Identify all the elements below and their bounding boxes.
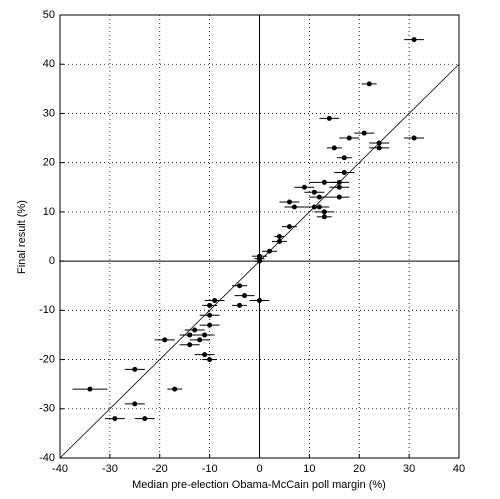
point: [237, 302, 243, 308]
x-tick-label: -40: [52, 463, 68, 475]
point: [242, 293, 248, 299]
point: [301, 184, 307, 190]
point: [197, 337, 203, 343]
point: [132, 366, 138, 372]
x-tick-label: 10: [303, 463, 315, 475]
point: [376, 145, 382, 151]
point: [411, 37, 417, 43]
point: [286, 199, 292, 205]
point: [286, 224, 292, 230]
point: [341, 155, 347, 161]
y-tick-label: 40: [43, 58, 55, 70]
y-tick-label: 20: [43, 157, 55, 169]
point: [326, 115, 332, 121]
point: [266, 248, 272, 254]
point: [311, 189, 317, 195]
point: [202, 332, 208, 338]
point: [316, 194, 322, 200]
point: [202, 352, 208, 358]
point: [257, 297, 262, 303]
point: [331, 145, 337, 151]
point: [361, 130, 367, 136]
point: [207, 312, 213, 318]
point: [87, 386, 93, 392]
point: [336, 184, 342, 190]
point: [321, 214, 327, 220]
y-tick-label: -10: [39, 304, 55, 316]
point: [411, 135, 417, 141]
point: [257, 258, 262, 264]
y-tick-label: 50: [43, 9, 55, 21]
x-tick-label: 20: [353, 463, 365, 475]
x-tick-label: -20: [152, 463, 168, 475]
point: [276, 234, 282, 239]
x-tick-label: 30: [403, 463, 415, 475]
point: [132, 401, 138, 407]
point: [162, 337, 168, 343]
point: [311, 204, 317, 210]
point: [341, 170, 347, 176]
point: [376, 140, 382, 146]
point: [336, 179, 342, 185]
point: [207, 322, 213, 328]
point: [336, 194, 342, 200]
point: [346, 135, 352, 141]
point: [142, 416, 148, 422]
point: [366, 81, 372, 87]
point: [207, 302, 213, 308]
y-tick-label: 0: [49, 255, 55, 267]
point: [321, 209, 327, 215]
point: [276, 238, 282, 244]
point: [212, 297, 218, 303]
x-tick-label: 0: [256, 463, 262, 475]
point: [291, 204, 297, 210]
point: [187, 342, 193, 348]
point: [192, 327, 198, 333]
point: [237, 283, 243, 289]
point: [112, 416, 118, 422]
point: [207, 357, 213, 363]
point: [321, 179, 327, 185]
x-tick-label: 40: [453, 463, 465, 475]
y-tick-label: 10: [43, 206, 55, 218]
y-axis-label: Final result (%): [16, 200, 28, 274]
x-tick-label: -30: [102, 463, 118, 475]
y-tick-label: -40: [39, 452, 55, 464]
y-tick-label: -30: [39, 403, 55, 415]
point: [187, 332, 193, 338]
point: [172, 386, 178, 392]
y-tick-label: -20: [39, 353, 55, 365]
x-tick-label: -10: [202, 463, 218, 475]
x-axis-label: Median pre-election Obama-McCain poll ma…: [132, 479, 386, 491]
y-tick-label: 30: [43, 107, 55, 119]
